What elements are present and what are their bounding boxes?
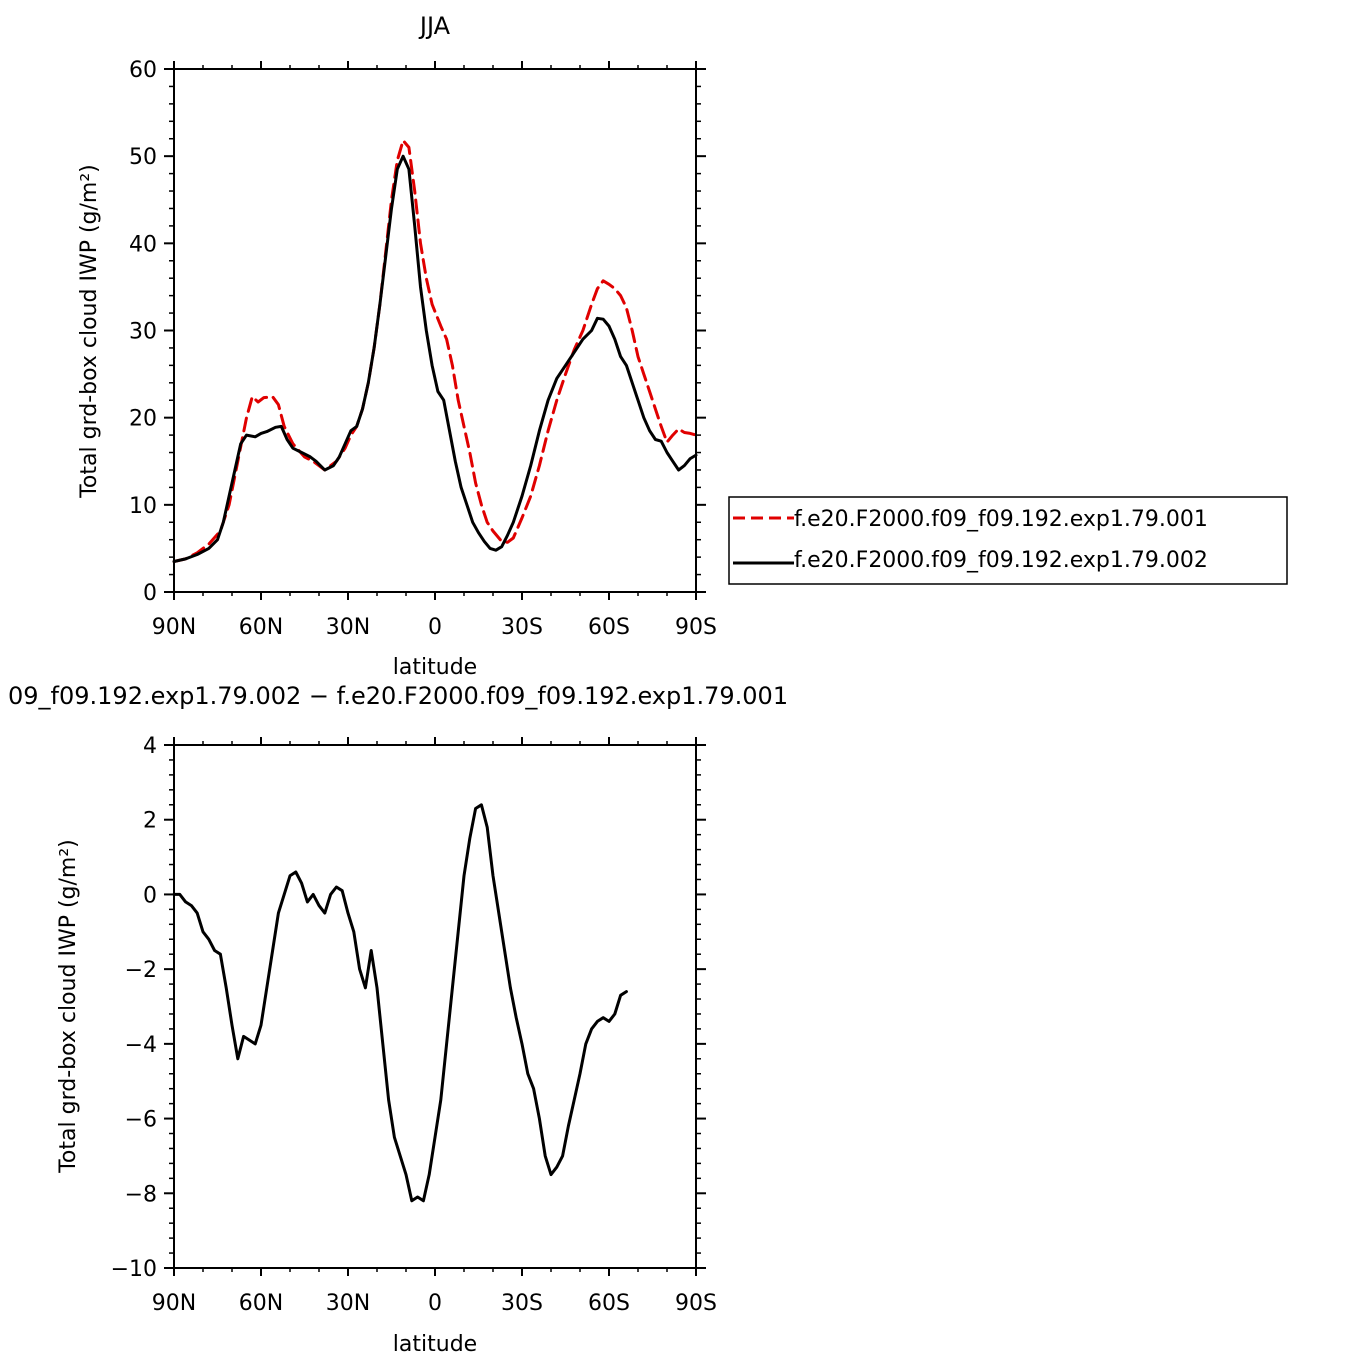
bottom-y-tick-label: −2 bbox=[125, 958, 157, 983]
bottom-y-tick-label: 4 bbox=[143, 734, 157, 759]
top-x-axis-label: latitude bbox=[393, 655, 477, 680]
panel-top-iwp: JJA 90N 60N 30N 0 30S 60S 90S 0 10 20 30 40 50 60 lat… bbox=[77, 12, 1288, 680]
panel-bottom-difference: 09_f09.192.exp1.79.002 − f.e20.F2000.f09… bbox=[8, 682, 788, 1357]
top-y-tick-label: 10 bbox=[129, 494, 157, 519]
top-tick-layer: 90N 60N 30N 0 30S 60S 90S 0 10 20 30 40 50 60 bbox=[129, 58, 717, 640]
top-x-tick-label: 60N bbox=[239, 615, 283, 640]
top-series-layer bbox=[172, 139, 698, 563]
bottom-y-tick-label: −6 bbox=[125, 1108, 157, 1133]
bottom-chart-title: 09_f09.192.exp1.79.002 − f.e20.F2000.f09… bbox=[8, 682, 788, 710]
top-plot-frame bbox=[173, 68, 697, 593]
top-x-tick-label: 30N bbox=[326, 615, 370, 640]
top-y-tick-label: 40 bbox=[129, 232, 157, 257]
bottom-x-tick-label: 90N bbox=[152, 1291, 196, 1316]
bottom-y-tick-label: 2 bbox=[143, 809, 157, 834]
bottom-y-tick-label: 0 bbox=[143, 883, 157, 908]
bottom-x-tick-label: 30N bbox=[326, 1291, 370, 1316]
top-series-line-2 bbox=[172, 154, 698, 563]
top-x-tick-label: 0 bbox=[428, 615, 442, 640]
bottom-x-tick-label: 60S bbox=[588, 1291, 630, 1316]
top-x-tick-label: 30S bbox=[501, 615, 543, 640]
legend-frame bbox=[728, 496, 1288, 585]
legend: f.e20.F2000.f09_f09.192.exp1.79.001 f.e2… bbox=[728, 496, 1288, 585]
bottom-series-line-1 bbox=[172, 803, 628, 1203]
bottom-series-layer bbox=[172, 803, 628, 1203]
bottom-x-tick-label: 0 bbox=[428, 1291, 442, 1316]
top-y-tick-label: 20 bbox=[129, 407, 157, 432]
top-chart-title: JJA bbox=[418, 12, 451, 40]
bottom-y-tick-label: −4 bbox=[125, 1033, 157, 1058]
top-y-tick-label: 50 bbox=[129, 145, 157, 170]
bottom-x-tick-label: 60N bbox=[239, 1291, 283, 1316]
bottom-y-tick-label: −8 bbox=[125, 1182, 157, 1207]
top-y-tick-label: 30 bbox=[129, 320, 157, 345]
bottom-x-axis-label: latitude bbox=[393, 1332, 477, 1357]
top-y-tick-label: 60 bbox=[129, 58, 157, 83]
top-x-tick-label: 90S bbox=[675, 615, 717, 640]
bottom-x-tick-label: 90S bbox=[675, 1291, 717, 1316]
bottom-x-tick-label: 30S bbox=[501, 1291, 543, 1316]
bottom-y-tick-label: −10 bbox=[111, 1257, 157, 1282]
top-y-tick-label: 0 bbox=[143, 581, 157, 606]
top-series-line-1 bbox=[172, 139, 698, 563]
top-x-tick-label: 60S bbox=[588, 615, 630, 640]
top-x-tick-label: 90N bbox=[152, 615, 196, 640]
bottom-tick-layer: 90N 60N 30N 0 30S 60S 90S −10 −8 −6 −4 −2 0 2 4 bbox=[111, 734, 717, 1316]
bottom-y-axis-label: Total grd-box cloud IWP (g/m²) bbox=[56, 839, 81, 1174]
top-y-axis-label: Total grd-box cloud IWP (g/m²) bbox=[77, 164, 102, 499]
legend-label-exp001: f.e20.F2000.f09_f09.192.exp1.79.001 bbox=[794, 507, 1208, 532]
legend-label-exp002: f.e20.F2000.f09_f09.192.exp1.79.002 bbox=[794, 548, 1208, 573]
